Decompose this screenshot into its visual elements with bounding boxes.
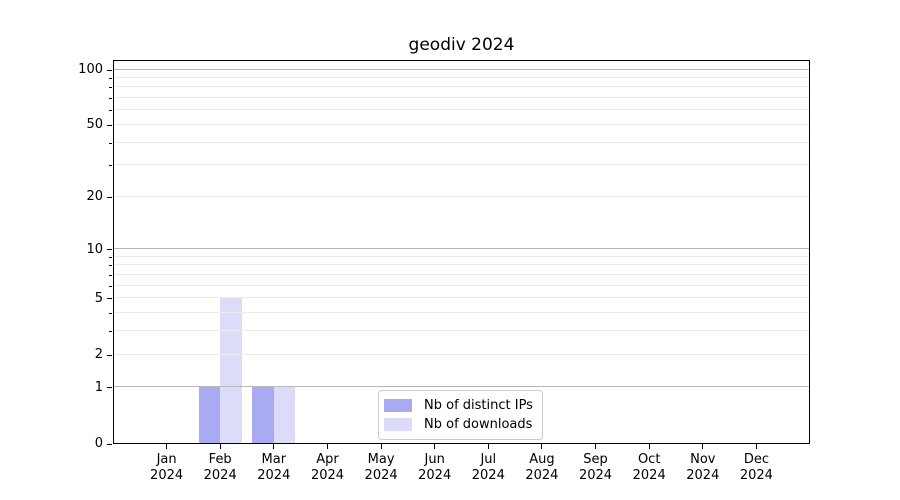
y-minor-tick	[109, 313, 112, 315]
x-tick	[595, 444, 596, 449]
minor-gridline	[114, 297, 809, 299]
minor-gridline	[114, 76, 809, 78]
minor-gridline	[114, 353, 809, 355]
x-tick-label: Aug 2024	[525, 452, 559, 483]
x-tick	[702, 444, 704, 449]
minor-gridline	[114, 284, 809, 286]
minor-gridline	[114, 97, 809, 99]
y-tick-label: 50	[86, 117, 103, 133]
minor-gridline	[114, 255, 809, 257]
minor-gridline	[114, 141, 809, 143]
x-tick	[327, 444, 328, 449]
y-minor-tick	[109, 331, 112, 333]
bar-downloads-feb	[220, 297, 242, 443]
x-tick	[755, 444, 757, 449]
minor-gridline	[114, 123, 809, 125]
legend-label: Nb of downloads	[424, 417, 533, 432]
legend-swatch-downloads-icon	[384, 418, 412, 431]
major-gridline	[114, 248, 809, 250]
y-minor-tick	[109, 142, 112, 144]
y-tick-label: 5	[94, 290, 103, 306]
y-tick	[107, 196, 112, 198]
plot-area	[113, 60, 810, 444]
minor-gridline	[114, 330, 809, 332]
major-gridline	[114, 68, 809, 70]
x-tick-label: May 2024	[364, 452, 398, 483]
y-tick-label: 0	[94, 436, 103, 451]
minor-gridline	[114, 164, 809, 166]
y-tick-label: 10	[86, 241, 103, 257]
y-minor-tick	[109, 256, 112, 258]
y-tick	[107, 387, 112, 389]
y-tick	[107, 443, 112, 445]
x-tick-label: Sep 2024	[578, 452, 613, 483]
y-minor-tick	[109, 275, 112, 276]
x-tick-label: Apr 2024	[310, 452, 345, 483]
legend-label: Nb of distinct IPs	[424, 398, 533, 413]
bar-distinct-ips-mar	[252, 386, 274, 443]
minor-gridline	[114, 264, 809, 266]
y-tick	[107, 298, 112, 300]
x-tick-label: Dec 2024	[739, 452, 773, 483]
y-tick	[107, 249, 112, 251]
x-tick	[219, 444, 221, 449]
x-tick-label: Nov 2024	[686, 452, 720, 483]
y-minor-tick	[109, 77, 112, 79]
legend-swatch-distinct-ips-icon	[384, 399, 412, 412]
x-tick	[648, 444, 650, 449]
minor-gridline	[114, 86, 809, 88]
y-minor-tick	[109, 98, 112, 100]
x-tick	[541, 444, 543, 449]
chart-title: geodiv 2024	[408, 35, 515, 55]
minor-gridline	[114, 274, 809, 275]
minor-gridline	[114, 312, 809, 314]
y-minor-tick	[109, 165, 112, 167]
bar-downloads-mar	[273, 386, 296, 443]
x-tick	[434, 444, 436, 449]
y-minor-tick	[109, 285, 112, 287]
y-tick	[107, 124, 112, 126]
y-tick-label: 1	[94, 379, 103, 395]
y-minor-tick	[109, 110, 112, 112]
x-tick-label: Jan 2024	[150, 452, 184, 483]
x-tick-label: Jul 2024	[471, 452, 505, 483]
x-tick	[380, 444, 382, 449]
y-tick-label: 2	[94, 347, 103, 362]
y-tick-label: 100	[78, 62, 103, 77]
major-gridline	[114, 386, 809, 388]
bar-distinct-ips-feb	[198, 386, 221, 443]
x-tick-label: Jun 2024	[418, 452, 452, 483]
x-tick	[273, 444, 275, 449]
minor-gridline	[114, 195, 809, 197]
legend-item-downloads: Nb of downloads	[384, 415, 534, 434]
x-tick-label: Feb 2024	[203, 452, 237, 483]
legend: Nb of distinct IPs Nb of downloads	[378, 390, 543, 440]
y-tick-label: 20	[86, 189, 103, 205]
y-tick	[107, 69, 112, 71]
x-tick	[487, 444, 489, 449]
y-minor-tick	[109, 87, 112, 89]
y-minor-tick	[109, 265, 112, 267]
x-tick	[166, 444, 168, 449]
x-tick-label: Mar 2024	[257, 452, 291, 483]
minor-gridline	[114, 109, 809, 111]
y-tick	[107, 354, 112, 356]
x-tick-label: Oct 2024	[632, 452, 666, 483]
legend-item-distinct-ips: Nb of distinct IPs	[384, 396, 534, 415]
